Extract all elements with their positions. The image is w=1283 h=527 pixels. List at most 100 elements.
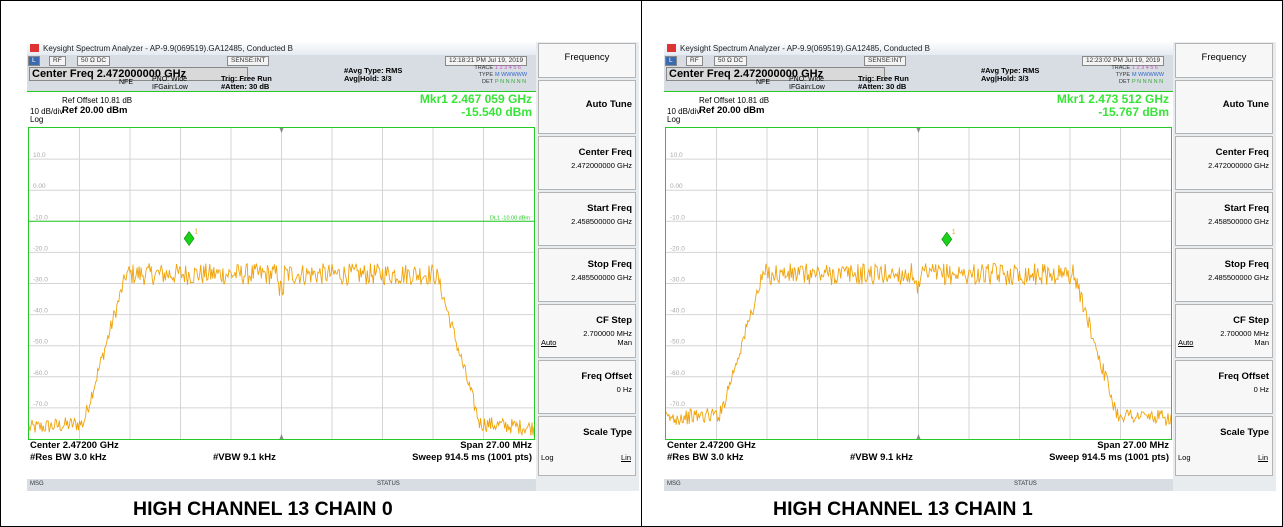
softkey-freq-offset[interactable]: Freq Offset 0 Hz <box>538 360 636 414</box>
cf-auto-option: Auto <box>541 338 557 347</box>
pno-label: PNO: Wide <box>152 76 188 83</box>
y-tick-label: -70.0 <box>33 401 48 408</box>
softkey-center-freq[interactable]: Center Freq 2.472000000 GHz <box>538 136 636 190</box>
softkey-start-freq[interactable]: Start Freq 2.458500000 GHz <box>1175 192 1273 246</box>
ifgain-label: IFGain:Low <box>152 84 188 91</box>
center-label: Center 2.47200 GHz <box>667 440 756 451</box>
cf-step-value: 2.700000 MHz <box>1220 329 1269 338</box>
menu-title-label: Frequency <box>1201 52 1247 63</box>
mode-indicator: L <box>665 56 677 66</box>
cf-man-option: Man <box>1254 338 1269 347</box>
center-freq-value: 2.472000000 GHz <box>1208 161 1269 170</box>
start-freq-label: Start Freq <box>1224 203 1269 214</box>
figure-divider <box>641 0 642 527</box>
marker-frequency: Mkr1 2.473 512 GHz <box>1056 92 1169 106</box>
ref-offset: Ref Offset 10.81 dB <box>699 96 770 105</box>
status-bar: MSG STATUS <box>664 479 1173 491</box>
marker-diamond <box>183 231 195 247</box>
freq-offset-value: 0 Hz <box>616 385 632 394</box>
ifgain-label: IFGain:Low <box>789 84 825 91</box>
ref-level: Ref 20.00 dBm <box>699 105 765 116</box>
marker-number-label: 1 <box>952 229 956 236</box>
trace-values: 1 2 3 4 5 6 <box>495 65 521 71</box>
softkey-center-freq[interactable]: Center Freq 2.472000000 GHz <box>1175 136 1273 190</box>
start-freq-label: Start Freq <box>587 203 632 214</box>
y-tick-label: -10.0 <box>33 214 48 221</box>
menu-title-label: Frequency <box>564 52 610 63</box>
caption-chain-1: HIGH CHANNEL 13 CHAIN 1 <box>773 498 1033 520</box>
center-label: Center 2.47200 GHz <box>30 440 119 451</box>
scale-type-indicator: Log <box>30 115 44 124</box>
y-tick-label: -60.0 <box>670 370 685 377</box>
avg-hold-label: Avg|Hold: 3/3 <box>344 74 392 83</box>
scale-log-option: Log <box>1178 453 1191 462</box>
spectrum-plot[interactable]: 10.0 0.00 -10.0 -20.0 -30.0 -40.0 -50.0 -60.0 -7… <box>665 127 1172 440</box>
softkey-auto-tune[interactable]: Auto Tune <box>1175 80 1273 134</box>
y-tick-label: -60.0 <box>33 370 48 377</box>
marker-readout: Mkr1 2.473 512 GHz -15.767 dBm <box>1057 93 1169 119</box>
type-values: M WWWWW <box>1132 72 1165 78</box>
scale-type-label: Scale Type <box>583 427 632 438</box>
cf-auto-option: Auto <box>1178 338 1194 347</box>
y-tick-label: 10.0 <box>670 152 683 159</box>
center-top-tick <box>916 128 921 133</box>
window-title: Keysight Spectrum Analyzer - AP-9.9(0695… <box>43 44 293 53</box>
app-icon <box>30 44 39 52</box>
spectrum-trace <box>29 262 534 437</box>
ref-offset: Ref Offset 10.81 dB <box>62 96 133 105</box>
softkey-cf-step[interactable]: CF Step 2.700000 MHz Auto Man <box>538 304 636 358</box>
attenuation-label: #Atten: 30 dB <box>858 82 907 91</box>
vbw-label: #VBW 9.1 kHz <box>213 452 276 463</box>
softkey-scale-type[interactable]: Scale Type Log Lin <box>1175 416 1273 476</box>
center-freq-readout: Center Freq 2.472000000 GHz <box>666 67 885 81</box>
sense-indicator: SENSE:INT <box>864 56 907 66</box>
det-key: DET <box>1119 79 1130 85</box>
cf-step-value: 2.700000 MHz <box>583 329 632 338</box>
det-values: P N N N N N <box>495 79 527 85</box>
attenuation-label: #Atten: 30 dB <box>221 82 270 91</box>
y-tick-label: -30.0 <box>670 277 685 284</box>
mode-bar: L RF 50 Ω DC SENSE:INT 12:23:02 PM Jul 1… <box>664 56 1173 66</box>
softkey-panel: Frequency Auto Tune Center Freq 2.4720000… <box>1173 42 1276 491</box>
marker-amplitude: -15.767 dBm <box>1098 105 1169 119</box>
rbw-label: #Res BW 3.0 kHz <box>30 452 107 463</box>
rbw-label: #Res BW 3.0 kHz <box>667 452 744 463</box>
span-label: Span 27.00 MHz <box>1097 440 1169 451</box>
avg-hold-label: Avg|Hold: 3/3 <box>981 74 1029 83</box>
window-title: Keysight Spectrum Analyzer - AP-9.9(0695… <box>680 44 930 53</box>
marker-frequency: Mkr1 2.467 059 GHz <box>419 92 532 106</box>
stop-freq-label: Stop Freq <box>587 259 632 270</box>
marker-diamond <box>941 231 953 247</box>
stop-freq-value: 2.485500000 GHz <box>1208 273 1269 282</box>
softkey-cf-step[interactable]: CF Step 2.700000 MHz Auto Man <box>1175 304 1273 358</box>
scale-type-label: Scale Type <box>1220 427 1269 438</box>
nfe-label: NFE <box>119 79 133 86</box>
softkey-freq-offset[interactable]: Freq Offset 0 Hz <box>1175 360 1273 414</box>
cf-step-label: CF Step <box>596 315 632 326</box>
softkey-auto-tune[interactable]: Auto Tune <box>538 80 636 134</box>
softkey-start-freq[interactable]: Start Freq 2.458500000 GHz <box>538 192 636 246</box>
mode-indicator: L <box>28 56 40 66</box>
softkey-menu-title: Frequency <box>538 43 636 78</box>
y-tick-label: -20.0 <box>670 245 685 252</box>
freq-offset-label: Freq Offset <box>581 371 632 382</box>
sweep-label: Sweep 914.5 ms (1001 pts) <box>1049 452 1169 463</box>
softkey-stop-freq[interactable]: Stop Freq 2.485500000 GHz <box>1175 248 1273 302</box>
scale-per-div: 10 dB/div <box>667 107 701 116</box>
type-key: TYPE <box>1115 72 1130 78</box>
softkey-menu-title: Frequency <box>1175 43 1273 78</box>
marker-readout: Mkr1 2.467 059 GHz -15.540 dBm <box>420 93 532 119</box>
auto-tune-label: Auto Tune <box>1222 99 1269 110</box>
stop-freq-value: 2.485500000 GHz <box>571 273 632 282</box>
softkey-stop-freq[interactable]: Stop Freq 2.485500000 GHz <box>538 248 636 302</box>
cf-man-option: Man <box>617 338 632 347</box>
center-freq-label: Center Freq <box>578 147 632 158</box>
softkey-scale-type[interactable]: Scale Type Log Lin <box>538 416 636 476</box>
marker-number-label: 1 <box>194 229 198 236</box>
spectrum-plot[interactable]: 10.0 0.00 -10.0 -20.0 -30.0 -40.0 -50.0 -60.0 -7… <box>28 127 535 440</box>
status-message: MSG <box>30 481 44 487</box>
timestamp: 12:18:21 PM Jul 19, 2019 <box>445 56 528 66</box>
spectrum-trace <box>666 262 1171 426</box>
spectrum-display: Ref Offset 10.81 dB Ref 20.00 dBm 10 dB/… <box>664 91 1173 493</box>
trace-info: TRACE 1 2 3 4 5 6 TYPE M WWWWW DET P N N… <box>447 65 535 89</box>
